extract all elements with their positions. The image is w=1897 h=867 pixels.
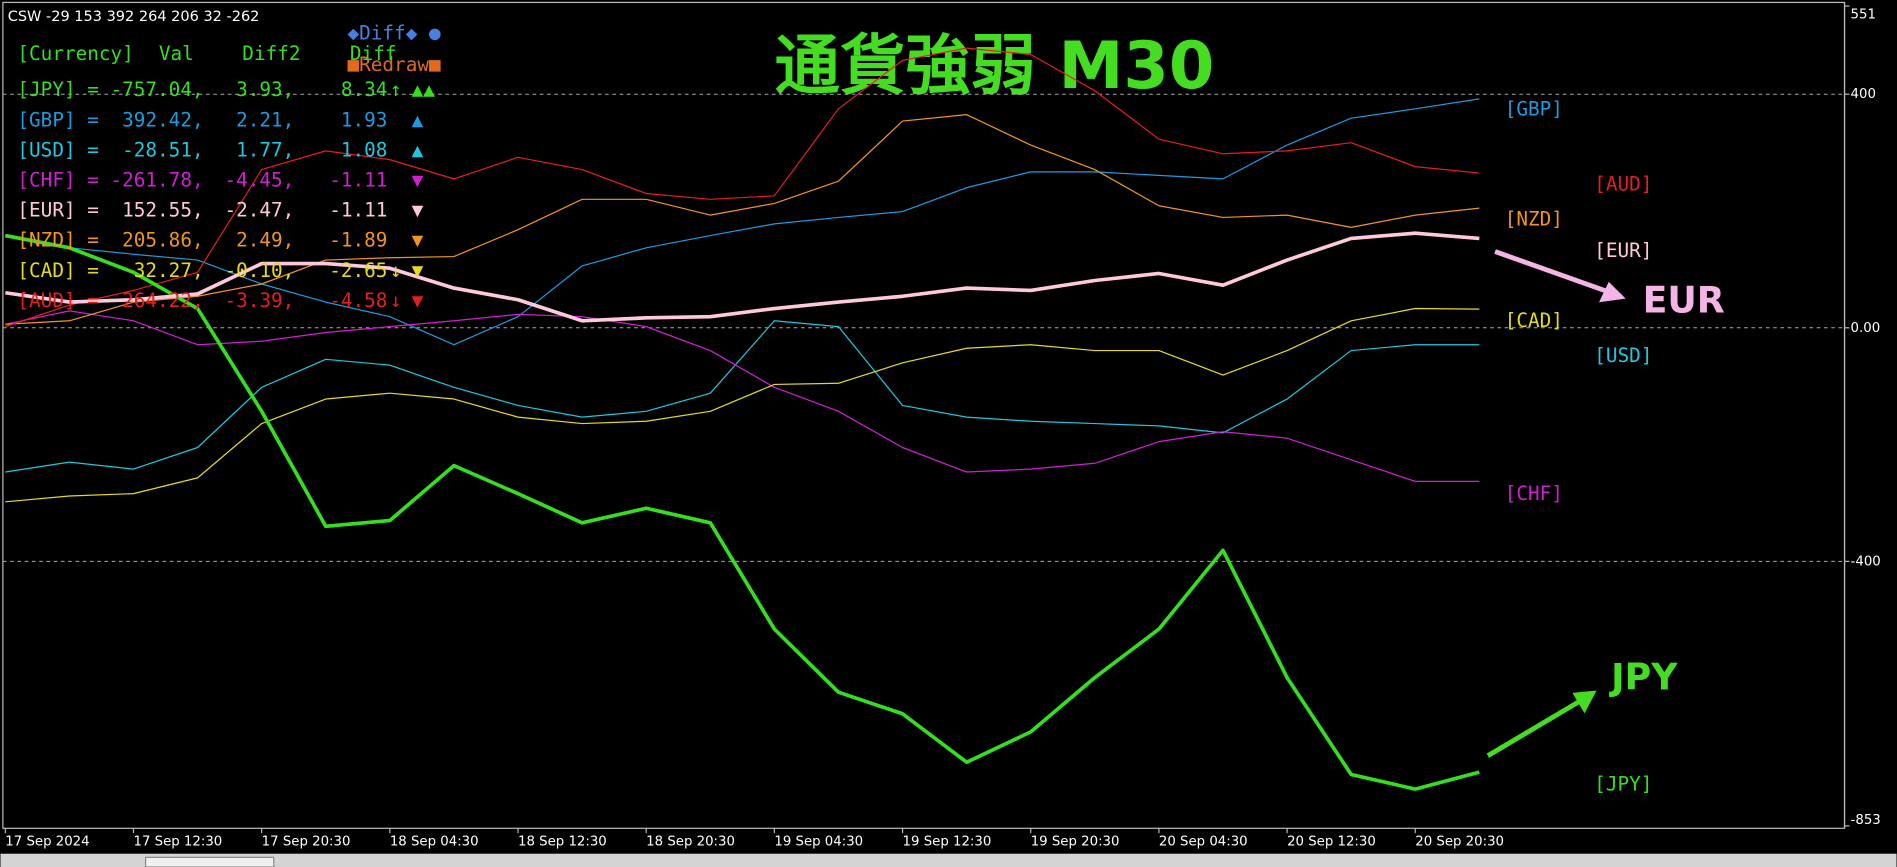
table-diff: -1.89 <box>329 229 387 252</box>
series-line <box>5 310 1480 482</box>
table-signal: ▲ <box>412 138 424 161</box>
series-line <box>5 47 1480 328</box>
table-signal: ▼ <box>412 169 424 192</box>
table-arrow: ↑ <box>390 78 402 101</box>
table-diff: -2.65 <box>329 259 387 282</box>
table-signal: ▲ <box>412 108 424 131</box>
x-tick-label: 20 Sep 04:30 <box>1159 835 1248 850</box>
chart-title: 通貨強弱 M30 <box>775 28 1215 104</box>
redraw-button[interactable]: ■Redraw■ <box>348 53 441 76</box>
table-header: Diff2 <box>242 42 300 65</box>
series-line <box>5 231 1480 323</box>
table-diff2: 1.77, <box>236 138 294 161</box>
x-tick-label: 17 Sep 20:30 <box>262 835 351 850</box>
y-tick-label: 0.00 <box>1851 321 1881 336</box>
tab-bar <box>0 853 1897 867</box>
table-diff2: 2.21, <box>236 108 294 131</box>
y-tick-label: 400 <box>1851 87 1876 102</box>
x-tick-label: 17 Sep 12:30 <box>133 835 222 850</box>
jpy-arrow <box>1486 692 1594 758</box>
table-label: [GBP] = 392.42, <box>17 108 203 131</box>
table-diff2: 2.49, <box>236 229 294 252</box>
table-diff2: -4.45, <box>224 169 294 192</box>
table-diff2: -0.10, <box>224 259 294 282</box>
table-diff: -1.11 <box>329 199 387 222</box>
table-signal: ▼ <box>412 289 424 312</box>
table-header: [Currency] <box>17 42 133 65</box>
table-label: [JPY] = -757.04, <box>17 78 203 101</box>
series-line <box>5 307 1480 503</box>
table-signal: ▼ <box>412 199 424 222</box>
series-line <box>4 233 1480 791</box>
table-signal: ▼ <box>412 259 424 282</box>
x-tick-label: 17 Sep 2024 <box>5 835 89 850</box>
table-label: [NZD] = 205.86, <box>17 229 203 252</box>
table-arrow: ↓ <box>390 289 402 312</box>
table-header: Diff <box>350 42 397 65</box>
table-diff: 1.08 <box>341 138 388 161</box>
table-label: [CAD] = 32.27, <box>17 259 203 282</box>
series-label: [JPY] <box>1594 772 1652 795</box>
x-tick-label: 19 Sep 20:30 <box>1031 835 1120 850</box>
x-tick-label: 19 Sep 12:30 <box>903 835 992 850</box>
eur-arrow <box>1494 249 1622 299</box>
series-label: [USD] <box>1594 344 1652 367</box>
table-diff2: -3.39, <box>224 289 294 312</box>
table-diff: 8.34 <box>341 78 388 101</box>
series-label: [CAD] <box>1505 309 1563 332</box>
y-tick-label: -853 <box>1851 813 1881 828</box>
table-arrow: ↓ <box>390 259 402 282</box>
series-line <box>5 114 1480 325</box>
tab[interactable] <box>144 856 275 867</box>
y-tick-label: -400 <box>1851 554 1881 569</box>
table-signal: ▲▲ <box>412 78 436 101</box>
series-label: [GBP] <box>1505 98 1563 121</box>
eur-arrowhead <box>1599 281 1626 303</box>
diff-button[interactable]: ◆Diff◆ ● <box>348 21 441 44</box>
x-tick-label: 18 Sep 20:30 <box>646 835 735 850</box>
table-label: [EUR] = 152.55, <box>17 199 203 222</box>
jpy-arrowhead <box>1572 690 1597 714</box>
series-label: [CHF] <box>1505 482 1563 505</box>
status-text: CSW -29 153 392 264 206 32 -262 <box>8 9 260 25</box>
series-label: [EUR] <box>1594 239 1652 262</box>
table-diff: -1.11 <box>329 169 387 192</box>
table-label: [USD] = -28.51, <box>17 138 203 161</box>
x-tick-label: 20 Sep 12:30 <box>1287 835 1376 850</box>
table-diff: -4.58 <box>329 289 387 312</box>
series-label: [NZD] <box>1505 208 1563 231</box>
table-diff2: 3.93, <box>236 78 294 101</box>
table-diff: 1.93 <box>341 108 388 131</box>
annotation: JPY <box>1608 656 1678 699</box>
series-label: [AUD] <box>1594 173 1652 196</box>
table-label: [AUD] = 264.22, <box>17 289 203 312</box>
table-diff2: -2.47, <box>224 199 294 222</box>
annotation: EUR <box>1643 278 1725 321</box>
table-label: [CHF] = -261.78, <box>17 169 203 192</box>
x-tick-label: 20 Sep 20:30 <box>1415 835 1504 850</box>
series-line <box>5 98 1480 346</box>
table-signal: ▼ <box>412 229 424 252</box>
x-tick-label: 18 Sep 04:30 <box>390 835 479 850</box>
x-tick-label: 19 Sep 04:30 <box>774 835 863 850</box>
x-tick-label: 18 Sep 12:30 <box>518 835 607 850</box>
y-tick-label: 551 <box>1851 8 1876 23</box>
table-header: Val <box>159 42 194 65</box>
